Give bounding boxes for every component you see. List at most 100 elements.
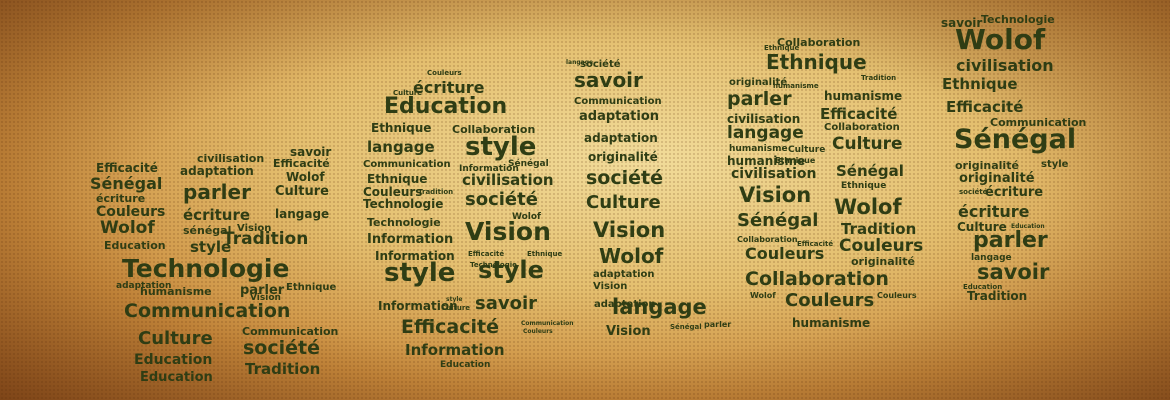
word-cloud-word: Information <box>367 232 454 247</box>
word-cloud-word: civilisation <box>731 166 817 182</box>
word-cloud-word: Couleurs <box>96 204 166 220</box>
word-cloud-word: adaptation <box>579 109 659 124</box>
word-cloud-word: parler <box>183 180 251 204</box>
word-cloud-word: humanisme <box>727 154 806 168</box>
word-cloud-word: Efficacité <box>401 316 499 338</box>
word-cloud-word: style <box>478 256 544 284</box>
word-cloud-word: Vision <box>606 324 651 339</box>
word-cloud-word: originalité <box>729 77 788 88</box>
word-cloud-word: Couleurs <box>745 244 825 263</box>
word-cloud-word: Ethnique <box>766 50 867 74</box>
word-cloud-word: civilisation <box>197 152 265 165</box>
word-cloud-word: écriture <box>958 202 1030 221</box>
word-cloud-word: Education <box>104 239 166 252</box>
word-cloud-word: Sénégal <box>836 162 904 180</box>
word-cloud-word: sénégal <box>183 224 232 237</box>
word-cloud-word: humanisme <box>773 82 819 90</box>
word-cloud-word: Tradition <box>418 188 454 196</box>
word-cloud-word: originalité <box>588 150 658 164</box>
word-cloud-word: Vision <box>739 183 812 207</box>
word-cloud-word: Communication <box>521 320 574 327</box>
word-cloud-word: style <box>1041 159 1069 170</box>
word-cloud-word: Couleurs <box>877 291 917 300</box>
word-cloud-word: civilisation <box>956 56 1054 75</box>
word-cloud-word: langage <box>367 138 435 156</box>
word-cloud-word: société <box>243 337 320 359</box>
word-cloud-word: Collaboration <box>824 122 900 133</box>
word-cloud-word: Sénégal <box>954 124 1077 155</box>
word-cloud-word: Efficacité <box>820 105 898 123</box>
word-cloud-word: Ethnique <box>527 250 563 258</box>
word-cloud-word: Tradition <box>841 220 917 238</box>
word-cloud-word: parler <box>973 228 1048 253</box>
word-cloud-word: Couleurs <box>427 69 462 77</box>
word-cloud-word: Technologie <box>363 197 444 211</box>
word-cloud-word: Vision <box>593 218 666 242</box>
word-cloud-word: Vision <box>593 281 628 292</box>
word-cloud-word: Culture <box>441 304 471 312</box>
word-cloud-word: langage <box>971 253 1012 263</box>
word-cloud-word: parler <box>727 88 792 110</box>
word-cloud-word: Information <box>459 164 519 174</box>
word-cloud-word: style <box>446 296 463 303</box>
word-cloud-word: société <box>580 59 621 70</box>
word-cloud-word: humanisme <box>824 89 903 103</box>
word-cloud-word: Sénégal <box>508 159 549 169</box>
word-cloud-word: Efficacité <box>96 161 158 175</box>
word-cloud-word: Education <box>1011 223 1045 230</box>
word-cloud-word: Wolof <box>750 291 776 300</box>
word-cloud-word: civilisation <box>462 171 554 189</box>
word-cloud-word: Efficacité <box>946 98 1024 116</box>
word-cloud-word: écriture <box>183 206 251 224</box>
word-cloud-word: Couleurs <box>523 328 553 335</box>
word-cloud-word: Wolof <box>955 23 1046 56</box>
word-cloud-word: Culture <box>957 220 1007 234</box>
word-cloud-word: Tradition <box>861 74 897 82</box>
word-cloud-word: Communication <box>363 159 451 170</box>
word-cloud-word: Ethnique <box>764 44 800 52</box>
word-cloud-word: Information <box>378 299 458 313</box>
word-cloud-word: originalité <box>851 255 915 268</box>
word-cloud-word: Education <box>963 283 1003 291</box>
word-cloud-word: Efficacité <box>468 250 505 258</box>
word-cloud-word: style <box>384 258 456 288</box>
word-cloud-word: société <box>465 189 538 210</box>
word-cloud-word: Communication <box>574 96 662 107</box>
word-cloud-word: Ethnique <box>942 75 1018 93</box>
word-cloud-word: Collaboration <box>737 235 798 244</box>
word-cloud-word: Couleurs <box>363 185 423 199</box>
word-cloud-word: Culture <box>138 328 213 349</box>
word-cloud-word: style <box>465 132 537 162</box>
word-cloud-word: savoir <box>941 16 983 30</box>
word-cloud-word: langage <box>275 207 330 221</box>
word-cloud-word: Culture <box>788 145 826 155</box>
word-cloud-word: Education <box>440 360 491 370</box>
word-cloud-word: humanisme <box>792 316 871 330</box>
word-cloud-word: Information <box>375 249 455 263</box>
word-cloud-word: écriture <box>985 185 1044 200</box>
word-cloud-word: Communication <box>242 325 339 338</box>
word-cloud-word: Ethnique <box>367 172 428 186</box>
word-cloud-word: Technologie <box>470 261 517 269</box>
word-cloud-word: Couleurs <box>839 236 924 256</box>
word-cloud-word: Education <box>384 94 508 119</box>
word-cloud-word: Education <box>134 352 213 368</box>
word-cloud-word: savoir <box>977 260 1050 284</box>
word-cloud-word: civilisation <box>727 112 801 126</box>
word-cloud-word: Vision <box>465 217 551 246</box>
word-cloud-word: Couleurs <box>785 290 875 311</box>
word-cloud-word: Culture <box>275 184 329 199</box>
word-cloud-word: Information <box>405 341 505 359</box>
word-cloud-word: Wolof <box>286 170 325 184</box>
word-cloud-word: Culture <box>586 192 661 213</box>
word-cloud-word: Sénégal <box>90 174 163 193</box>
word-cloud-word: Wolof <box>100 218 155 238</box>
word-cloud-word: parler <box>240 283 285 298</box>
word-cloud-word: Sénégal <box>670 323 702 331</box>
word-cloud-word: Communication <box>990 116 1087 129</box>
word-cloud-word: humanisme <box>729 144 788 154</box>
word-cloud-word: Wolof <box>834 195 902 219</box>
word-cloud-word: Collaboration <box>452 123 536 136</box>
word-cloud-word: écriture <box>96 192 146 205</box>
word-cloud-word: Efficacité <box>273 157 330 170</box>
